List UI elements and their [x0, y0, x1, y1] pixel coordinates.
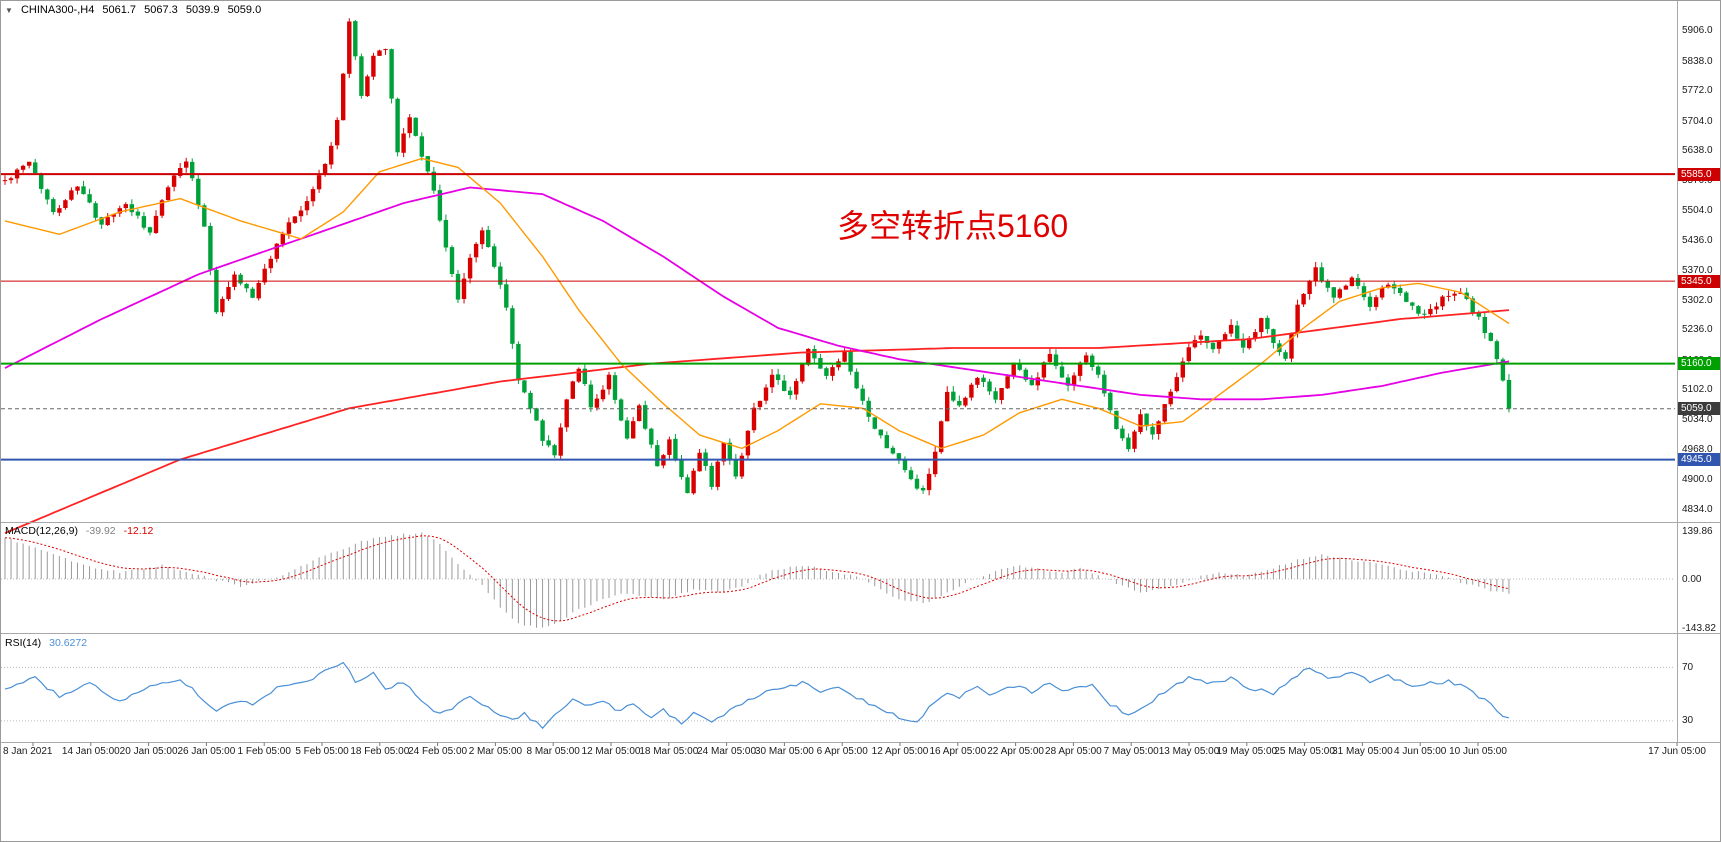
time-axis-label: 12 Apr 05:00: [871, 746, 929, 757]
price-axis-tick: 4900.0: [1682, 474, 1713, 486]
time-axis-label: 14 Jan 05:00: [61, 746, 120, 757]
time-axis-label: 7 May 05:00: [1103, 746, 1159, 757]
time-axis-label: 2 Mar 05:00: [468, 746, 523, 757]
macd-signal-value: -12.12: [123, 525, 154, 537]
rsi-value: 30.6272: [49, 637, 88, 649]
rsi-layer: [1, 661, 1675, 730]
time-axis-label: 24 Mar 05:00: [697, 746, 757, 757]
price-axis-tick: 5102.0: [1682, 384, 1713, 395]
price-badge: 5160.0: [1678, 357, 1720, 371]
rsi-axis-tick: 70: [1682, 661, 1694, 673]
macd-main-value: -39.92: [85, 525, 116, 537]
ohlc-open: 5061.7: [102, 4, 137, 16]
horizontal-lines-layer[interactable]: [1, 173, 1675, 461]
price-axis-tick: 4968.0: [1682, 443, 1713, 455]
time-axis-label: 16 Apr 05:00: [929, 746, 987, 757]
time-axis-label: 19 May 05:00: [1216, 746, 1278, 757]
price-axis-tick: 5704.0: [1682, 115, 1713, 127]
symbol-period-label: CHINA300-,H4: [20, 4, 95, 16]
time-axis-label: 30 Mar 05:00: [754, 746, 814, 757]
time-axis-label: 31 May 05:00: [1332, 746, 1393, 757]
price-axis-tick: 5034.0: [1682, 414, 1713, 426]
price-axis-tick: 5236.0: [1682, 324, 1713, 336]
time-axis-label: 20 Jan 05:00: [119, 746, 178, 757]
price-axis-tick: 5906.0: [1682, 25, 1713, 37]
time-axis-label: 18 Mar 05:00: [639, 746, 699, 757]
price-axis-tick: 5436.0: [1682, 235, 1713, 246]
time-axis-label: 18 Feb 05:00: [350, 746, 410, 757]
macd-axis-tick: 0.00: [1682, 573, 1702, 585]
time-axis-label: 1 Feb 05:00: [237, 746, 291, 757]
price-axis-tick: 5772.0: [1682, 85, 1713, 97]
collapse-icon[interactable]: ▼: [5, 6, 13, 15]
rsi-name: RSI(14): [5, 637, 42, 649]
price-axis-tick: 5504.0: [1682, 204, 1713, 216]
rsi-indicator-label: RSI(14) 30.6272: [5, 637, 92, 649]
candles-layer: [2, 18, 1512, 496]
symbol-ohlc-info: ▼ CHINA300-,H4 5061.7 5067.3 5039.9 5059…: [5, 4, 266, 16]
time-axis-label: 5 Feb 05:00: [295, 746, 349, 757]
time-axis-label: 22 Apr 05:00: [987, 746, 1044, 757]
ma-fast-orange: [4, 157, 1510, 450]
price-axis-tick: 5370.0: [1682, 264, 1713, 276]
time-axis-label: 13 May 05:00: [1158, 746, 1220, 757]
time-axis-label: 8 Mar 05:00: [526, 746, 580, 757]
price-axis-tick: 5570.0: [1682, 175, 1713, 187]
ohlc-high: 5067.3: [144, 4, 178, 16]
time-axis-label: 12 Mar 05:00: [581, 746, 641, 757]
price-badge: 4945.0: [1678, 453, 1720, 467]
time-axis-label: 10 Jun 05:00: [1449, 746, 1507, 757]
time-axis-label: 24 Feb 05:00: [408, 746, 468, 757]
price-axis-tick: 5302.0: [1682, 294, 1713, 306]
annotation-text: 多空转折点5160: [837, 208, 1069, 244]
macd-indicator-label: MACD(12,26,9) -39.92 -12.12: [5, 525, 158, 537]
time-axis-label: 25 May 05:00: [1274, 746, 1335, 757]
price-badge: 5345.0: [1678, 274, 1720, 288]
macd-layer: [1, 532, 1675, 628]
ma-mid-magenta: [4, 186, 1510, 401]
price-axis-tick: 5838.0: [1682, 55, 1713, 67]
price-axis-tick: 5638.0: [1682, 144, 1713, 156]
time-axis-label: 26 Jan 05:00: [177, 746, 236, 757]
macd-axis-tick: -143.82: [1682, 623, 1716, 634]
time-axis-label: 6 Apr 05:00: [816, 746, 868, 757]
ohlc-close: 5059.0: [227, 4, 262, 16]
price-badge: 5585.0: [1678, 167, 1720, 181]
ohlc-low: 5039.9: [185, 4, 220, 16]
time-axis-label: 4 Jun 05:00: [1394, 746, 1447, 757]
price-badge: 5059.0: [1678, 402, 1720, 416]
macd-name: MACD(12,26,9): [5, 525, 78, 537]
time-axis-label: 17 Jun 05:00: [1648, 746, 1706, 757]
macd-axis-tick: 139.86: [1682, 525, 1713, 537]
time-axis-label: 8 Jan 2021: [3, 746, 53, 757]
time-axis-label: 28 Apr 05:00: [1045, 746, 1102, 757]
price-axis-tick: 4834.0: [1682, 503, 1713, 515]
ma-slow-red: [4, 309, 1510, 535]
rsi-axis-tick: 30: [1682, 715, 1694, 727]
